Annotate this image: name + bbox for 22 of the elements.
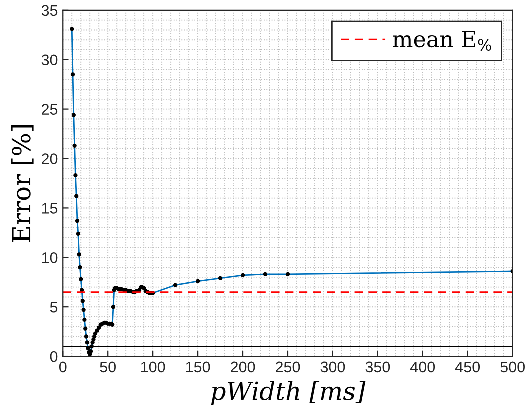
x-tick-label: 200 (231, 362, 256, 373)
y-tick-label: 0 (50, 351, 58, 362)
y-tick-label: 20 (42, 154, 58, 164)
x-tick-label: 150 (186, 362, 210, 373)
x-tick-label: 250 (276, 362, 300, 373)
y-tick-label: 35 (42, 5, 58, 16)
x-tick-label: 50 (100, 362, 116, 373)
y-tick-label: 10 (42, 252, 58, 264)
x-tick-label: 500 (500, 362, 525, 373)
legend-label: mean E$_{%}$ (392, 31, 492, 51)
x-tick-label: 350 (366, 362, 390, 373)
x-tick-label: 300 (320, 362, 346, 373)
y-tick-label: 15 (42, 203, 58, 214)
x-axis-title: pWidth [ms] (211, 381, 366, 406)
x-tick-label: 450 (455, 362, 480, 373)
y-axis-title: Error [%] (12, 125, 34, 242)
x-tick-label: 400 (410, 362, 436, 373)
y-tick-label: 5 (50, 302, 58, 313)
x-tick-label: 0 (59, 362, 67, 373)
y-tick-label: 25 (42, 104, 58, 115)
x-tick-label: 100 (141, 362, 166, 373)
y-tick-label: 30 (42, 54, 58, 66)
